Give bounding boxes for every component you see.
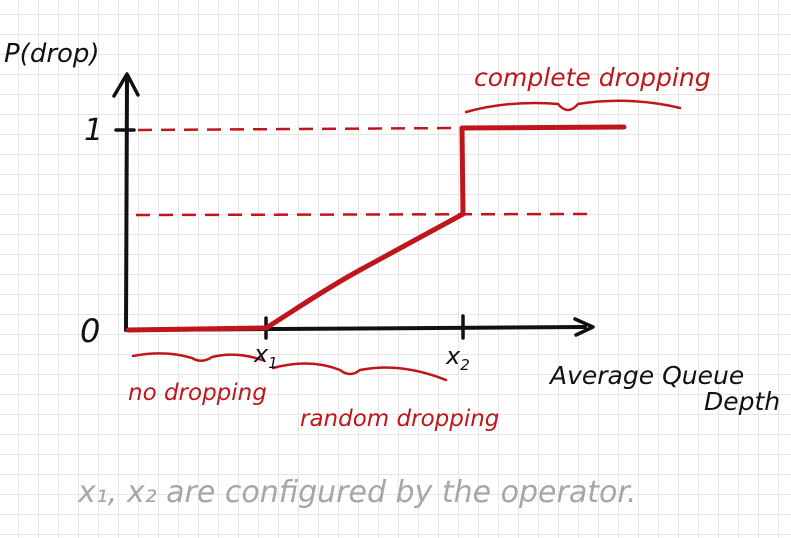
x1-label: x1: [253, 340, 278, 372]
y-axis-arrowhead: [112, 72, 140, 98]
curve-complete-dropping-segment: [459, 124, 627, 131]
tick-one-label: 1: [84, 113, 103, 148]
curve-jump-segment: [459, 125, 466, 217]
x1-subscript: 1: [268, 354, 278, 372]
footnote-operator-configured: x₁, x₂ are configured by the operator.: [77, 475, 636, 510]
x2-label: x2: [445, 342, 470, 374]
y-axis: [124, 76, 129, 332]
curve-no-dropping-segment: [125, 325, 269, 333]
region-random-dropping-label: random dropping: [300, 406, 499, 432]
y-axis-label: P(drop): [4, 39, 100, 69]
tick-zero-label: 0: [80, 312, 100, 350]
brace-no-dropping: [131, 352, 264, 362]
x-axis-arrowhead: [573, 317, 595, 337]
dashed-line-max-probability: [135, 212, 591, 217]
dashed-line-probability-one: [137, 126, 461, 132]
brace-complete-dropping: [464, 99, 682, 114]
x2-subscript: 2: [460, 356, 470, 374]
region-complete-dropping-label: complete dropping: [474, 63, 711, 92]
x-axis-label-line1: Average Queue: [548, 361, 744, 390]
region-no-dropping-label: no dropping: [128, 380, 267, 406]
brace-random-dropping: [271, 362, 448, 382]
x-axis-label-line2: Depth: [704, 387, 780, 416]
curve-random-dropping-segment: [263, 211, 466, 331]
